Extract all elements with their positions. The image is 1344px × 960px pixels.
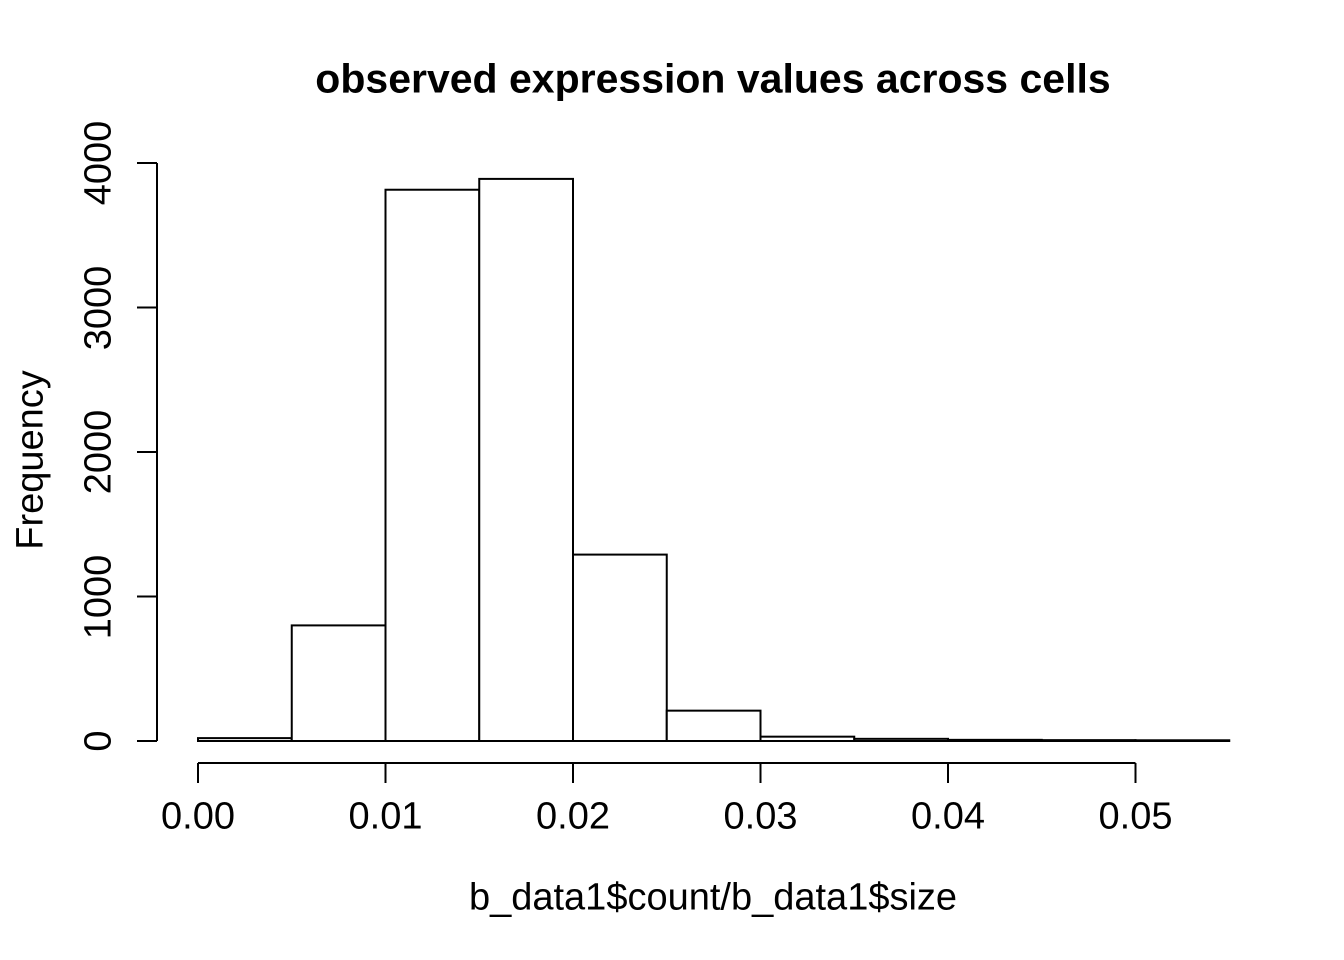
x-tick-label: 0.05 [1098,795,1173,838]
histogram-bar [759,735,856,742]
y-tick-label: 4000 [77,120,120,206]
histogram-bar [572,553,668,742]
y-axis-label: Frequency [9,370,52,550]
histogram-bar [665,709,762,743]
histogram-bar [197,737,293,742]
histogram-bar [1134,739,1231,743]
x-tick-label: 0.00 [161,795,235,838]
y-tick-label: 3000 [77,265,120,350]
x-tick-label: 0.04 [911,795,985,838]
histogram-bar [290,624,387,743]
y-tick-label: 1000 [77,554,120,639]
x-tick-label: 0.01 [348,795,423,838]
histogram-bar [947,738,1043,742]
histogram-bar [1040,739,1137,742]
histogram-bar [853,737,949,743]
x-tick-label: 0.02 [536,795,610,838]
histogram-bar [478,177,574,742]
y-tick-label: 0 [77,730,120,752]
x-axis-label: b_data1$count/b_data1$size [468,876,958,919]
chart-title: observed expression values across cells [315,55,1111,102]
y-tick-label: 2000 [77,409,120,495]
x-tick-label: 0.03 [723,795,798,838]
histogram-bar [384,188,481,743]
